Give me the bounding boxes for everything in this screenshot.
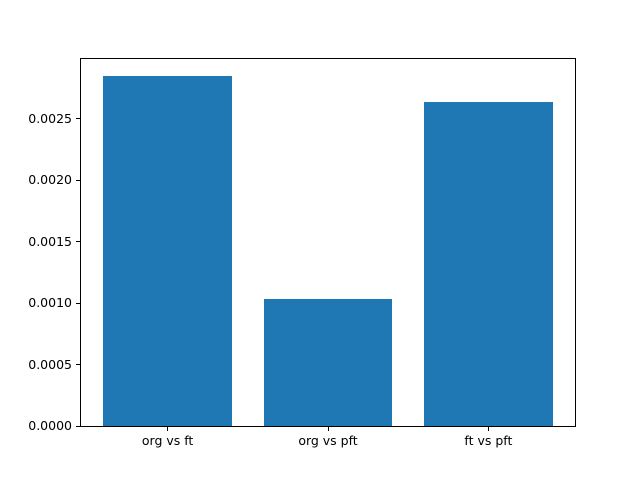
x-tick-label: org vs ft [141, 433, 194, 448]
y-tick-mark [76, 364, 80, 366]
bar [263, 298, 393, 426]
x-tick-mark [327, 427, 329, 431]
y-tick-mark [76, 425, 80, 427]
bar [103, 76, 232, 426]
y-tick-label: 0.0005 [28, 356, 72, 372]
y-tick-label: 0.0020 [28, 172, 72, 188]
y-tick-label: 0.0015 [28, 233, 72, 249]
x-tick-mark [167, 427, 169, 431]
y-tick-label: 0.0025 [28, 110, 72, 126]
bars-group [81, 59, 575, 426]
y-tick-mark [76, 302, 80, 304]
bar [424, 102, 553, 426]
x-tick-mark [487, 427, 489, 431]
x-tick-label: ft vs pft [464, 433, 513, 448]
y-tick-mark [76, 179, 80, 181]
y-tick-label: 0.0000 [28, 417, 72, 433]
y-tick-mark [76, 118, 80, 120]
x-axis: org vs ft org vs pft ft vs pft [81, 59, 575, 447]
y-tick-mark [76, 241, 80, 243]
x-tick-label: org vs pft [298, 433, 358, 448]
y-tick-label: 0.0010 [28, 294, 72, 310]
y-axis: 0.0000 0.0005 0.0010 0.0015 0.0020 0.0025 [28, 59, 575, 431]
plot-area: 0.0000 0.0005 0.0010 0.0015 0.0020 0.0025 org… [28, 58, 576, 447]
